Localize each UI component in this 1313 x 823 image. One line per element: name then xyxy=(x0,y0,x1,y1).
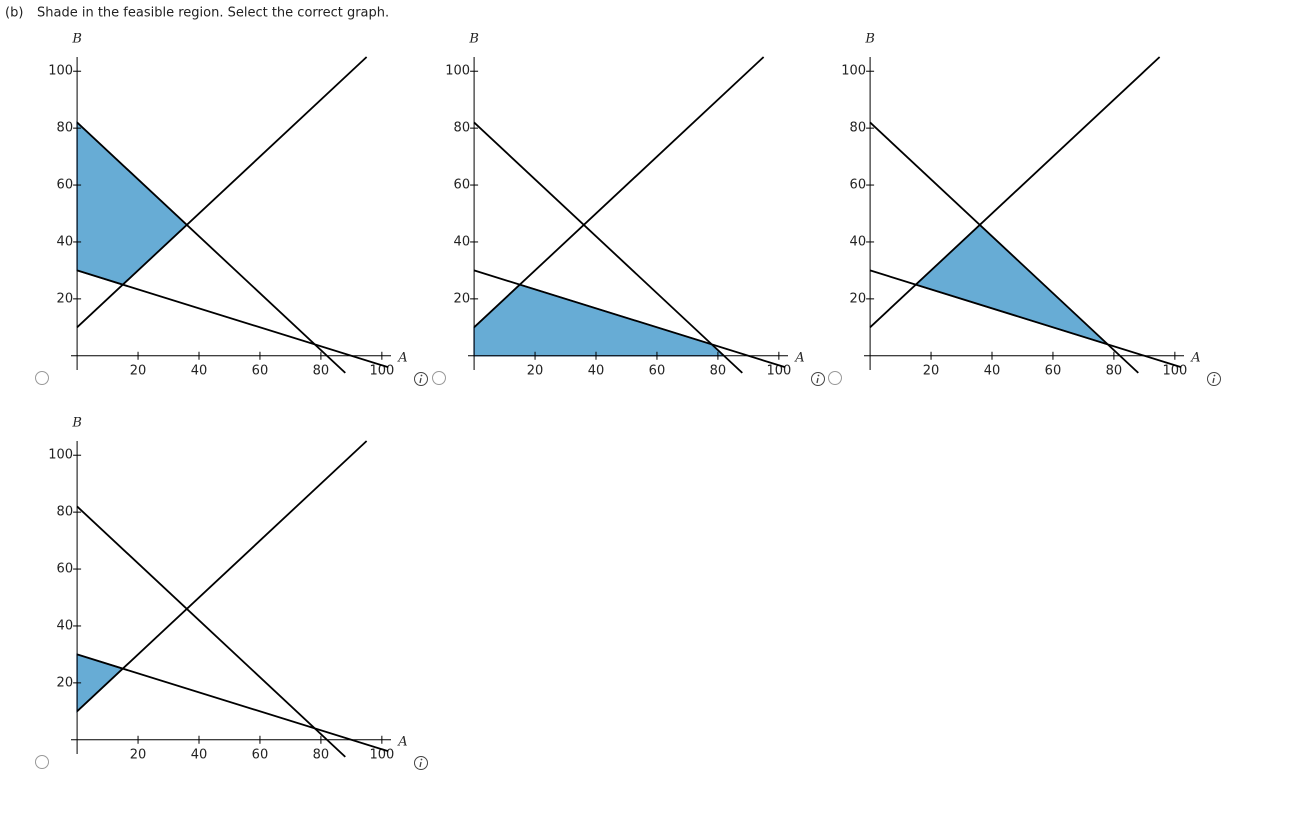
y-tick-label: 60 xyxy=(57,562,74,577)
info-stem xyxy=(419,761,422,768)
y-axis-label: B xyxy=(864,32,875,47)
x-tick-label: 80 xyxy=(313,363,330,378)
info-icon[interactable] xyxy=(414,756,428,770)
x-tick-label: 60 xyxy=(1045,363,1062,378)
x-axis-label: A xyxy=(397,734,407,749)
info-icon[interactable] xyxy=(811,372,825,386)
constraint-line xyxy=(76,121,346,374)
constraint-line xyxy=(473,56,765,328)
radio-button[interactable] xyxy=(432,371,446,385)
constraint-line xyxy=(869,269,1182,369)
constraint-line xyxy=(869,56,1161,328)
x-tick-label: 60 xyxy=(252,747,269,762)
info-stem xyxy=(419,377,422,384)
x-tick-label: 80 xyxy=(1106,363,1123,378)
y-axis-label: B xyxy=(71,416,82,431)
constraint-line xyxy=(76,505,346,758)
question-label: (b) xyxy=(5,6,23,21)
info-stem xyxy=(816,377,819,384)
y-axis-label: B xyxy=(468,32,479,47)
constraint-line xyxy=(76,440,368,712)
x-tick-label: 100 xyxy=(369,363,394,378)
y-tick-label: 80 xyxy=(57,121,74,136)
x-tick-label: 80 xyxy=(313,747,330,762)
y-tick-label: 40 xyxy=(57,234,74,249)
x-tick-label: 40 xyxy=(191,747,208,762)
x-tick-label: 20 xyxy=(130,363,147,378)
x-axis-label: A xyxy=(397,350,407,365)
y-tick-label: 80 xyxy=(454,121,471,136)
y-tick-label: 100 xyxy=(841,64,866,79)
x-tick-label: 100 xyxy=(369,747,394,762)
option-graph: A B 20 40 60 80 100 20 40 60 80 100 xyxy=(35,416,428,770)
y-tick-label: 20 xyxy=(57,675,74,690)
constraint-line xyxy=(76,56,368,328)
info-dot xyxy=(420,758,423,761)
x-tick-label: 20 xyxy=(923,363,940,378)
y-tick-label: 20 xyxy=(850,291,867,306)
radio-button[interactable] xyxy=(35,755,49,769)
x-axis-label: A xyxy=(1190,350,1200,365)
y-tick-label: 100 xyxy=(48,64,73,79)
option-graph: A B 20 40 60 80 100 20 40 60 80 100 xyxy=(828,32,1221,386)
constraint-line xyxy=(869,121,1139,374)
x-tick-label: 60 xyxy=(649,363,666,378)
y-tick-label: 40 xyxy=(57,618,74,633)
info-icon[interactable] xyxy=(414,372,428,386)
info-stem xyxy=(1212,377,1215,384)
option-graph: A B 20 40 60 80 100 20 40 60 80 100 xyxy=(432,32,825,386)
y-tick-label: 80 xyxy=(57,505,74,520)
x-tick-label: 60 xyxy=(252,363,269,378)
x-tick-label: 80 xyxy=(710,363,727,378)
radio-button[interactable] xyxy=(35,371,49,385)
x-tick-label: 40 xyxy=(191,363,208,378)
y-tick-label: 40 xyxy=(850,234,867,249)
feasible-region xyxy=(76,120,188,286)
info-dot xyxy=(420,374,423,377)
x-tick-label: 20 xyxy=(527,363,544,378)
y-tick-label: 100 xyxy=(48,448,73,463)
feasible-region xyxy=(914,223,1109,346)
y-tick-label: 40 xyxy=(454,234,471,249)
y-axis-label: B xyxy=(71,32,82,47)
info-dot xyxy=(817,374,820,377)
radio-button[interactable] xyxy=(828,371,842,385)
y-tick-label: 80 xyxy=(850,121,867,136)
constraint-line xyxy=(76,269,389,369)
question-text: Shade in the feasible region. Select the… xyxy=(37,6,389,21)
x-tick-label: 40 xyxy=(984,363,1001,378)
x-tick-label: 100 xyxy=(766,363,791,378)
info-icon[interactable] xyxy=(1207,372,1221,386)
x-tick-label: 40 xyxy=(588,363,605,378)
option-graph: A B 20 40 60 80 100 20 40 60 80 100 xyxy=(35,32,428,386)
y-tick-label: 20 xyxy=(454,291,471,306)
info-dot xyxy=(1213,374,1216,377)
x-axis-label: A xyxy=(794,350,804,365)
constraint-line xyxy=(76,653,389,753)
constraint-line xyxy=(473,121,743,374)
x-tick-label: 20 xyxy=(130,747,147,762)
constraint-line xyxy=(473,269,786,369)
feasible-region xyxy=(76,653,125,714)
y-tick-label: 100 xyxy=(445,64,470,79)
y-tick-label: 60 xyxy=(454,178,471,193)
x-tick-label: 100 xyxy=(1162,363,1187,378)
y-tick-label: 60 xyxy=(57,178,74,193)
y-tick-label: 60 xyxy=(850,178,867,193)
y-tick-label: 20 xyxy=(57,291,74,306)
